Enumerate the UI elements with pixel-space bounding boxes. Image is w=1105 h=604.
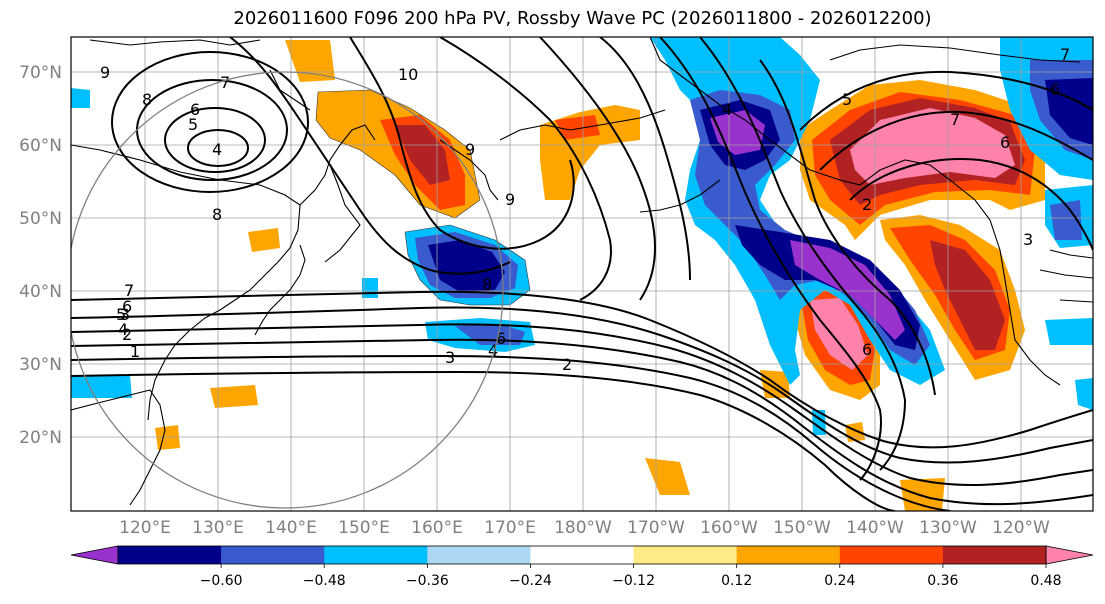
anomaly-positive bbox=[810, 298, 868, 370]
lon-label: 160°E bbox=[411, 518, 463, 538]
anomaly-negative bbox=[1050, 200, 1082, 240]
contour-label: 6 bbox=[122, 297, 132, 316]
colorbar-outline bbox=[117, 545, 1047, 565]
contour-label: 2 bbox=[122, 325, 132, 344]
contour-label: 2 bbox=[562, 355, 572, 374]
reference-circle bbox=[71, 71, 504, 509]
contour-label: 5 bbox=[116, 305, 126, 324]
lon-label: 170°E bbox=[484, 518, 536, 538]
lat-label: 50°N bbox=[19, 209, 62, 229]
latitude-labels: 70°N 60°N 50°N 40°N 30°N 20°N bbox=[19, 63, 62, 448]
colorbar-segment bbox=[324, 546, 428, 564]
anomaly-negative bbox=[71, 375, 132, 398]
contour-label: 6 bbox=[1050, 80, 1060, 99]
colorbar-tick-label: −0.48 bbox=[303, 573, 346, 589]
colorbar-tick-label: −0.36 bbox=[406, 573, 449, 589]
colorbar-segment bbox=[530, 546, 635, 564]
lon-label: 130°W bbox=[919, 518, 977, 538]
contour-labels: 9 8 7 6 5 4 8 10 9 9 8 7 6 5 4 3 2 1 3 4… bbox=[100, 45, 1070, 374]
contour-label: 3 bbox=[120, 305, 130, 324]
lat-label: 30°N bbox=[19, 355, 62, 375]
anomaly-positive bbox=[555, 115, 600, 140]
lon-label: 140°W bbox=[846, 518, 904, 538]
contour-label: 4 bbox=[722, 100, 732, 119]
colorbar-segment bbox=[118, 546, 222, 564]
lon-label: 120°W bbox=[992, 518, 1050, 538]
anomaly-negative bbox=[1045, 318, 1093, 345]
contour-label: 5 bbox=[842, 90, 852, 109]
contour-label: 4 bbox=[212, 140, 222, 159]
colorbar: −0.60 −0.48 −0.36 −0.24 −0.12 0.12 0.24 0.36 0.4… bbox=[70, 545, 1094, 589]
anomaly-positive bbox=[248, 228, 280, 252]
contour-label: 9 bbox=[100, 63, 110, 82]
contour-label: 6 bbox=[862, 340, 872, 359]
contour-label: 7 bbox=[124, 281, 134, 300]
anomaly-positive bbox=[930, 240, 1005, 350]
contour-label: 1 bbox=[130, 342, 140, 361]
contour-label: 4 bbox=[118, 320, 128, 339]
colorbar-segment bbox=[427, 546, 531, 564]
anomaly-negative bbox=[790, 240, 905, 340]
lat-label: 20°N bbox=[19, 428, 62, 448]
colorbar-tick-label: −0.60 bbox=[200, 573, 243, 589]
contour-label: 8 bbox=[212, 205, 222, 224]
lon-label: 160°W bbox=[700, 518, 758, 538]
anomaly-negative bbox=[71, 88, 90, 108]
contour-label: 6 bbox=[190, 100, 200, 119]
contour-label: 7 bbox=[220, 73, 230, 92]
colorbar-segment bbox=[221, 546, 325, 564]
lon-label: 150°W bbox=[773, 518, 831, 538]
contour-label: 2 bbox=[862, 195, 872, 214]
contour-label: 10 bbox=[398, 65, 418, 84]
lon-label: 130°E bbox=[192, 518, 244, 538]
colorbar-extend-max bbox=[1045, 545, 1094, 565]
anomaly-positive bbox=[285, 40, 335, 82]
lat-label: 60°N bbox=[19, 136, 62, 156]
colorbar-segment bbox=[633, 546, 738, 564]
pv-contours bbox=[71, 37, 1093, 511]
anomaly-positive bbox=[210, 385, 258, 408]
colorbar-segment bbox=[839, 546, 944, 564]
lon-label: 170°W bbox=[627, 518, 685, 538]
contour-label: 7 bbox=[1060, 45, 1070, 64]
anomaly-shading bbox=[71, 37, 1093, 511]
lon-label: 180°W bbox=[554, 518, 612, 538]
contour-label: 7 bbox=[950, 110, 960, 129]
anomaly-negative bbox=[1045, 78, 1093, 145]
colorbar-tick-label: −0.12 bbox=[612, 573, 655, 589]
map-title: 2026011600 F096 200 hPa PV, Rossby Wave … bbox=[233, 8, 932, 29]
colorbar-tick-label: −0.24 bbox=[509, 573, 552, 589]
colorbar-tick-label: 0.36 bbox=[927, 573, 958, 589]
contour-label: 8 bbox=[482, 275, 492, 294]
contour-label: 8 bbox=[142, 90, 152, 109]
anomaly-positive bbox=[155, 425, 180, 450]
colorbar-tick-label: 0.24 bbox=[824, 573, 855, 589]
contour-label: 6 bbox=[1000, 133, 1010, 152]
contour-label: 9 bbox=[465, 140, 475, 159]
contour-label: 3 bbox=[1023, 230, 1033, 249]
graticule bbox=[71, 37, 1093, 511]
contour-label: 5 bbox=[188, 115, 198, 134]
longitude-labels: 120°E 130°E 140°E 150°E 160°E 170°E 180°… bbox=[119, 518, 1050, 538]
colorbar-extend-min bbox=[70, 545, 119, 565]
colorbar-tick-label: 0.48 bbox=[1030, 573, 1061, 589]
contour-label: 3 bbox=[445, 348, 455, 367]
anomaly-negative bbox=[1075, 378, 1093, 410]
lon-label: 150°E bbox=[338, 518, 390, 538]
contour-label: 9 bbox=[505, 190, 515, 209]
contour-label: 4 bbox=[488, 341, 498, 360]
anomaly-negative bbox=[428, 240, 505, 292]
lon-label: 140°E bbox=[265, 518, 317, 538]
map-frame bbox=[70, 36, 1094, 512]
contour-label: 6 bbox=[496, 329, 506, 348]
colorbar-segment bbox=[942, 546, 1047, 564]
lat-label: 40°N bbox=[19, 282, 62, 302]
anomaly-positive bbox=[395, 125, 450, 185]
colorbar-segment bbox=[736, 546, 841, 564]
colorbar-tick-label: 0.12 bbox=[721, 573, 752, 589]
lat-label: 70°N bbox=[19, 63, 62, 83]
lon-label: 120°E bbox=[119, 518, 171, 538]
